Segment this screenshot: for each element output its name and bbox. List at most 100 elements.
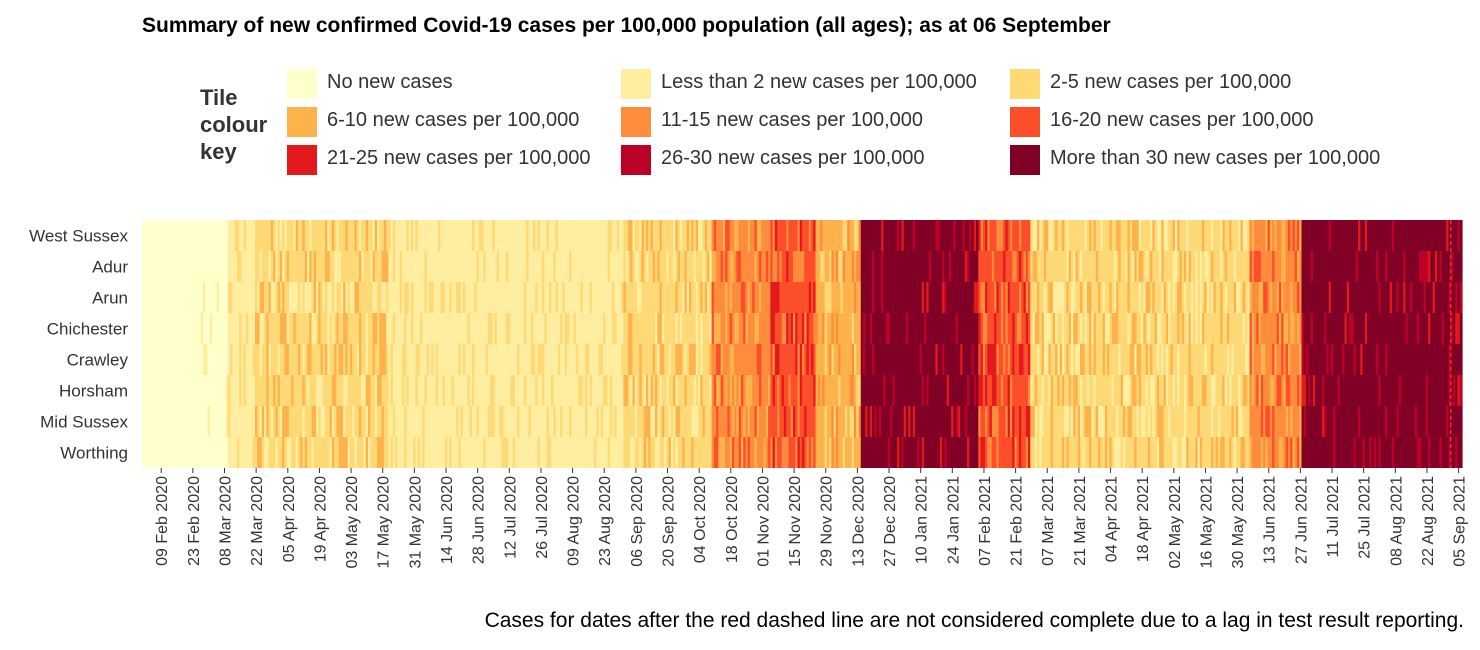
heatmap-cell [661,220,665,251]
heatmap-cell [386,282,389,313]
heatmap-cell [413,313,417,344]
heatmap-cell [1242,406,1246,437]
heatmap-cell [1143,375,1147,406]
heatmap-cell [589,437,593,468]
heatmap-cell [890,313,894,344]
heatmap-cell [1152,437,1156,468]
heatmap-cell [329,437,333,468]
heatmap-cell [912,220,916,251]
heatmap-cell [356,282,360,313]
heatmap-cell [218,220,222,251]
heatmap-cell [320,406,324,437]
heatmap-cell [759,282,762,313]
heatmap-cell [883,375,887,406]
heatmap-cell [1025,282,1029,313]
heatmap-cell [1337,220,1341,251]
heatmap-cell [1272,406,1275,437]
heatmap-cell [503,282,507,313]
heatmap-cell [1251,251,1255,282]
heatmap-cell [616,437,620,468]
heatmap-cell [291,375,295,406]
heatmap-cell [193,344,197,375]
heatmap-cell [670,282,674,313]
heatmap-cell [1057,344,1061,375]
heatmap-cell [1287,220,1291,251]
heatmap-cell [1156,375,1160,406]
heatmap-cell [989,282,993,313]
heatmap-cell [781,406,785,437]
heatmap-cell [1211,344,1214,375]
heatmap-cell [1016,344,1020,375]
heatmap-cell [187,375,191,406]
heatmap-cell [711,251,715,282]
heatmap-cell [1030,251,1034,282]
heatmap-cell [964,313,968,344]
heatmap-cell [569,282,573,313]
heatmap-cell [869,344,873,375]
heatmap-cell [334,282,337,313]
heatmap-cell [1159,375,1162,406]
heatmap-cell [1190,375,1194,406]
heatmap-cell [252,220,256,251]
heatmap-cell [566,375,570,406]
heatmap-cell [365,220,369,251]
heatmap-cell [851,251,855,282]
heatmap-cell [1457,406,1461,437]
heatmap-cell [894,344,898,375]
heatmap-cell [345,344,349,375]
heatmap-cell [1378,313,1382,344]
heatmap-cell [991,313,995,344]
heatmap-cell [609,375,613,406]
heatmap-cell [234,220,238,251]
heatmap-cell [1037,313,1040,344]
heatmap-cell [976,313,979,344]
heatmap-cell [1342,406,1346,437]
heatmap-cell [460,313,464,344]
heatmap-cell [795,437,799,468]
heatmap-cell [937,375,941,406]
heatmap-cell [325,375,328,406]
heatmap-cell [397,220,401,251]
heatmap-cell [643,313,647,344]
heatmap-cell [1287,437,1291,468]
heatmap-cell [1009,344,1013,375]
heatmap-cell [865,282,869,313]
row-label: Mid Sussex [40,413,128,432]
heatmap-cell [169,220,172,251]
heatmap-cell [496,251,500,282]
heatmap-cell [1229,251,1233,282]
heatmap-cell [763,406,767,437]
heatmap-cell [722,437,726,468]
heatmap-cell [1459,437,1463,468]
heatmap-cell [374,375,378,406]
heatmap-cell [1012,313,1016,344]
heatmap-cell [729,406,733,437]
heatmap-cell [1039,375,1043,406]
heatmap-cell [666,406,670,437]
heatmap-cell [673,375,677,406]
heatmap-cell [779,375,783,406]
heatmap-cell [223,375,227,406]
heatmap-cell [833,437,837,468]
heatmap-cell [802,313,805,344]
heatmap-cell [166,375,170,406]
heatmap-cell [618,375,622,406]
heatmap-cell [1328,406,1332,437]
heatmap-cell [1254,437,1257,468]
heatmap-cell [833,344,837,375]
heatmap-cell [1066,220,1070,251]
heatmap-cell [1398,437,1402,468]
heatmap-cell [863,437,866,468]
heatmap-cell [424,437,428,468]
heatmap-cell [537,406,541,437]
heatmap-cell [1242,375,1246,406]
heatmap-cell [426,282,430,313]
heatmap-cell [266,251,270,282]
heatmap-cell [1046,437,1049,468]
heatmap-cell [815,251,819,282]
heatmap-cell [779,406,783,437]
heatmap-cell [1443,282,1447,313]
heatmap-cell [248,406,252,437]
x-tick-label: 07 Feb 2021 [977,476,994,566]
heatmap-cell [917,313,921,344]
